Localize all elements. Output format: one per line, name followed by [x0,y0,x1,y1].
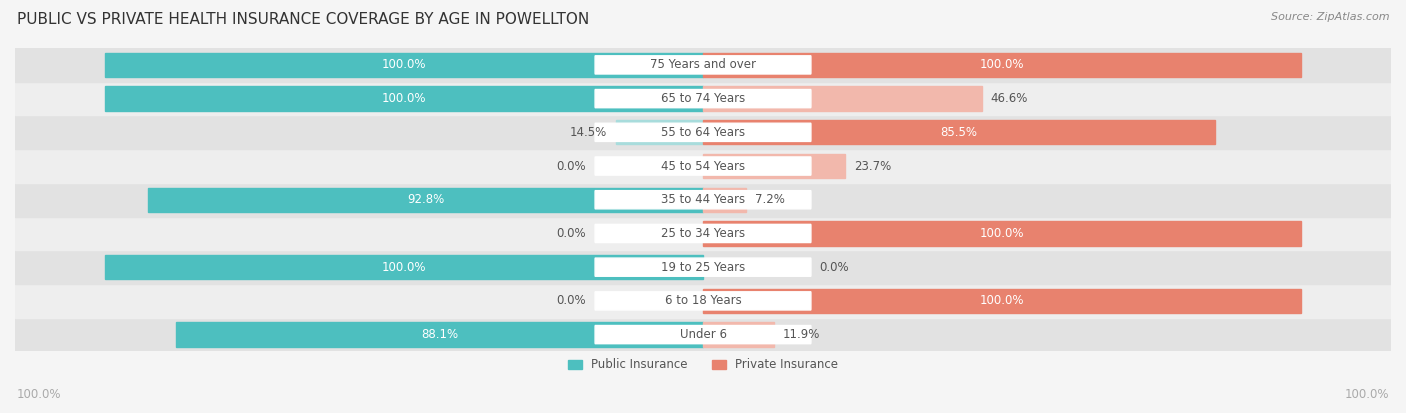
FancyBboxPatch shape [595,56,811,74]
Bar [15,149,1391,183]
Bar [703,221,1302,246]
Text: 14.5%: 14.5% [569,126,607,139]
Text: 23.7%: 23.7% [853,159,891,173]
Text: 88.1%: 88.1% [420,328,458,341]
Bar [703,188,747,212]
Text: 0.0%: 0.0% [557,159,586,173]
Text: 55 to 64 Years: 55 to 64 Years [661,126,745,139]
Bar [15,183,1391,216]
Text: 65 to 74 Years: 65 to 74 Years [661,92,745,105]
Text: 92.8%: 92.8% [406,193,444,206]
Bar [616,120,703,145]
Bar [104,86,703,111]
Text: 100.0%: 100.0% [980,58,1025,71]
FancyBboxPatch shape [595,191,811,209]
Text: 46.6%: 46.6% [991,92,1028,105]
Text: 7.2%: 7.2% [755,193,785,206]
FancyBboxPatch shape [595,157,811,175]
Text: 100.0%: 100.0% [381,261,426,274]
Bar [15,284,1391,318]
Text: 85.5%: 85.5% [941,126,977,139]
Bar [703,53,1302,77]
Text: 0.0%: 0.0% [820,261,849,274]
Text: 0.0%: 0.0% [557,294,586,307]
Bar [703,323,775,347]
Bar [15,116,1391,149]
FancyBboxPatch shape [595,292,811,310]
Bar [104,255,703,279]
Text: Source: ZipAtlas.com: Source: ZipAtlas.com [1271,12,1389,22]
Text: PUBLIC VS PRIVATE HEALTH INSURANCE COVERAGE BY AGE IN POWELLTON: PUBLIC VS PRIVATE HEALTH INSURANCE COVER… [17,12,589,27]
Text: 0.0%: 0.0% [557,227,586,240]
Bar [15,48,1391,82]
FancyBboxPatch shape [595,258,811,276]
Bar [15,82,1391,116]
Bar [703,86,981,111]
Bar [703,154,845,178]
FancyBboxPatch shape [595,325,811,344]
Text: 6 to 18 Years: 6 to 18 Years [665,294,741,307]
Bar [703,120,1215,145]
Bar [104,53,703,77]
Text: Under 6: Under 6 [679,328,727,341]
Text: 100.0%: 100.0% [17,388,62,401]
Text: 100.0%: 100.0% [1344,388,1389,401]
Text: 25 to 34 Years: 25 to 34 Years [661,227,745,240]
Bar [15,250,1391,284]
Bar [15,216,1391,250]
Text: 100.0%: 100.0% [381,58,426,71]
Bar [148,188,703,212]
Bar [15,318,1391,351]
Bar [703,289,1302,313]
FancyBboxPatch shape [595,224,811,242]
Text: 45 to 54 Years: 45 to 54 Years [661,159,745,173]
Text: 19 to 25 Years: 19 to 25 Years [661,261,745,274]
Text: 100.0%: 100.0% [980,227,1025,240]
FancyBboxPatch shape [595,90,811,108]
FancyBboxPatch shape [595,123,811,141]
Text: 11.9%: 11.9% [783,328,821,341]
Text: 35 to 44 Years: 35 to 44 Years [661,193,745,206]
Text: 100.0%: 100.0% [381,92,426,105]
Text: 100.0%: 100.0% [980,294,1025,307]
Text: 75 Years and over: 75 Years and over [650,58,756,71]
Bar [176,323,703,347]
Legend: Public Insurance, Private Insurance: Public Insurance, Private Insurance [564,354,842,376]
